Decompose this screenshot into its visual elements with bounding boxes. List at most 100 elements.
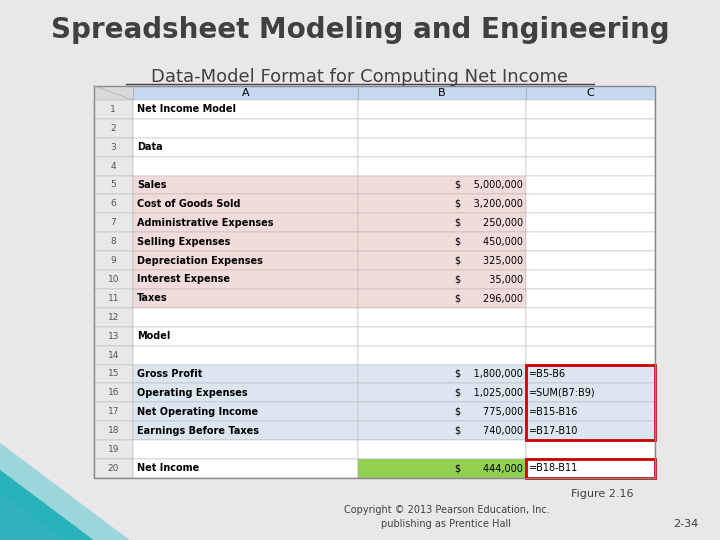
Text: 14: 14 (107, 350, 119, 360)
Bar (94, 440, 133, 459)
Text: 13: 13 (107, 332, 119, 341)
Text: Net Income: Net Income (138, 463, 199, 474)
Bar (526, 270, 655, 289)
Text: Administrative Expenses: Administrative Expenses (138, 218, 274, 228)
Bar (358, 308, 526, 327)
Bar (94, 270, 133, 289)
Text: Earnings Before Taxes: Earnings Before Taxes (138, 426, 259, 436)
Text: 10: 10 (107, 275, 119, 284)
Bar (94, 119, 133, 138)
Bar (358, 232, 526, 251)
Text: $       450,000: $ 450,000 (455, 237, 523, 247)
Bar (94, 421, 133, 440)
Bar (133, 308, 358, 327)
Bar (358, 402, 526, 421)
Bar (526, 100, 655, 119)
Bar (94, 383, 133, 402)
Bar (358, 289, 526, 308)
Bar (526, 176, 655, 194)
Bar (526, 459, 655, 478)
Text: $       740,000: $ 740,000 (455, 426, 523, 436)
Bar (133, 251, 358, 270)
Text: $       325,000: $ 325,000 (455, 255, 523, 266)
Text: 9: 9 (110, 256, 116, 265)
Bar (94, 232, 133, 251)
Text: =B15-B16: =B15-B16 (529, 407, 578, 417)
Bar (526, 119, 655, 138)
Text: $       775,000: $ 775,000 (455, 407, 523, 417)
Bar (358, 421, 526, 440)
Text: 8: 8 (110, 237, 116, 246)
Bar (526, 289, 655, 308)
Bar (358, 383, 526, 402)
Text: $       250,000: $ 250,000 (455, 218, 523, 228)
Bar (133, 440, 358, 459)
Bar (526, 308, 655, 327)
Bar (133, 176, 358, 194)
Text: Copyright © 2013 Pearson Education, Inc.
publishing as Prentice Hall: Copyright © 2013 Pearson Education, Inc.… (343, 505, 549, 529)
Bar (358, 364, 526, 383)
Text: =B5-B6: =B5-B6 (529, 369, 566, 379)
Bar (133, 346, 358, 365)
Text: 11: 11 (107, 294, 119, 303)
Bar (358, 157, 526, 176)
Bar (94, 346, 133, 365)
Text: 12: 12 (107, 313, 119, 322)
Bar (526, 157, 655, 176)
Bar (94, 213, 133, 232)
Bar (94, 327, 133, 346)
Bar (358, 86, 526, 100)
Bar (133, 86, 358, 100)
Text: $    1,025,000: $ 1,025,000 (455, 388, 523, 398)
Text: Spreadsheet Modeling and Engineering: Spreadsheet Modeling and Engineering (50, 16, 670, 44)
Polygon shape (0, 443, 130, 540)
Text: Operating Expenses: Operating Expenses (138, 388, 248, 398)
Bar (133, 194, 358, 213)
Text: =B17-B10: =B17-B10 (529, 426, 578, 436)
Text: $       444,000: $ 444,000 (455, 463, 523, 474)
Text: C: C (587, 88, 595, 98)
Bar (526, 213, 655, 232)
Text: 6: 6 (110, 199, 116, 208)
Text: Net Operating Income: Net Operating Income (138, 407, 258, 417)
Bar (133, 364, 358, 383)
Bar (358, 251, 526, 270)
Bar (133, 383, 358, 402)
Bar (94, 138, 133, 157)
Bar (94, 100, 133, 119)
Text: Gross Profit: Gross Profit (138, 369, 202, 379)
Bar (133, 421, 358, 440)
Bar (94, 289, 133, 308)
Text: Depreciation Expenses: Depreciation Expenses (138, 255, 263, 266)
Bar (133, 289, 358, 308)
Bar (94, 176, 133, 194)
Text: 1: 1 (110, 105, 116, 114)
Bar (526, 364, 655, 383)
Text: 20: 20 (107, 464, 119, 473)
Bar (94, 308, 133, 327)
Text: =SUM(B7:B9): =SUM(B7:B9) (529, 388, 595, 398)
Bar (358, 459, 526, 478)
Text: 17: 17 (107, 407, 119, 416)
Bar (94, 194, 133, 213)
Text: 19: 19 (107, 445, 119, 454)
Bar (94, 251, 133, 270)
Text: Cost of Goods Sold: Cost of Goods Sold (138, 199, 240, 209)
Polygon shape (0, 470, 94, 540)
Text: Data-Model Format for Computing Net Income: Data-Model Format for Computing Net Inco… (151, 68, 569, 85)
Bar (526, 86, 655, 100)
Bar (133, 402, 358, 421)
Bar (526, 459, 655, 478)
Text: 5: 5 (110, 180, 116, 190)
Text: Model: Model (138, 331, 171, 341)
Bar (133, 327, 358, 346)
Text: Data: Data (138, 142, 163, 152)
Bar (358, 270, 526, 289)
Bar (133, 232, 358, 251)
Text: $       296,000: $ 296,000 (455, 293, 523, 303)
Bar (133, 100, 358, 119)
Bar (94, 86, 133, 100)
Bar (133, 157, 358, 176)
Bar (358, 213, 526, 232)
Bar (358, 327, 526, 346)
